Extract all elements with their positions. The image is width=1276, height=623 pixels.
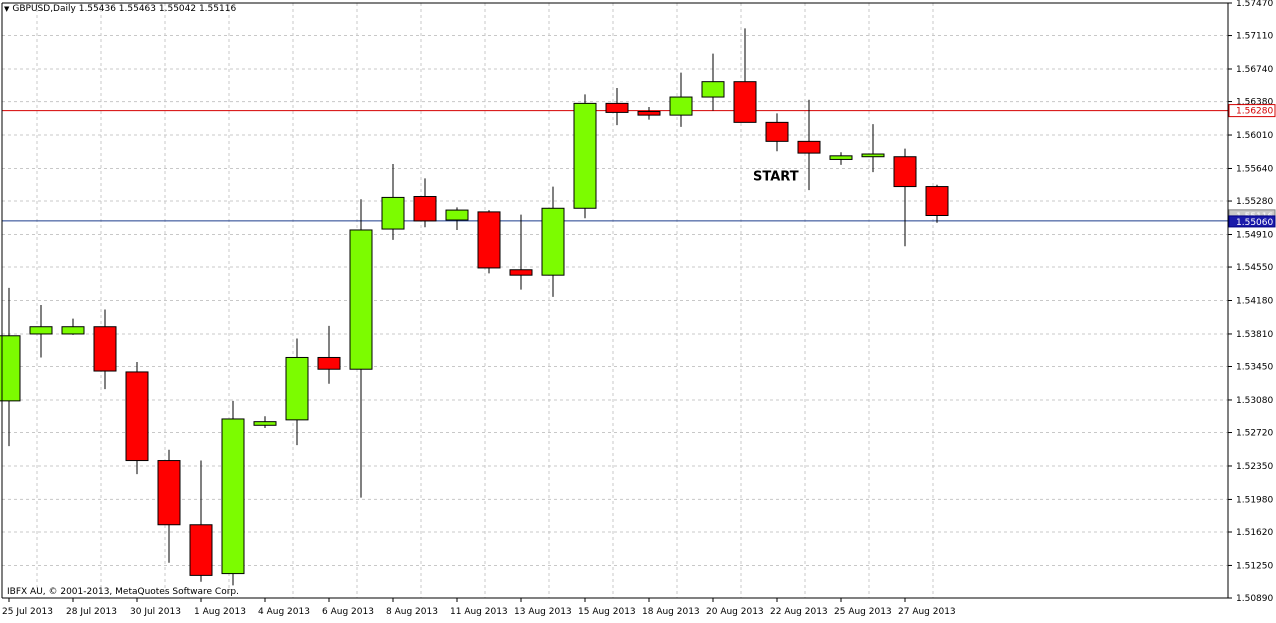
bullish-candle [445,209,469,221]
y-tick-label: 1.53450 [1236,363,1273,373]
bearish-candle [893,156,917,188]
copyright-text: IBFX AU, © 2001-2013, MetaQuotes Softwar… [7,587,239,597]
x-tick-label: 28 Jul 2013 [66,607,117,617]
y-tick-label: 1.54550 [1236,263,1273,273]
bullish-candle [861,153,885,158]
bullish-candle [61,326,85,335]
y-tick-label: 1.52350 [1236,462,1273,472]
symbol-label: GBPUSD,Daily [12,4,76,14]
bullish-candle [29,326,53,335]
bullish-candle [221,418,245,575]
y-tick-label: 1.56010 [1236,131,1273,141]
x-tick-label: 25 Aug 2013 [834,607,892,617]
bullish-candle [669,96,693,116]
y-tick-label: 1.52720 [1236,429,1273,439]
y-tick-label: 1.54180 [1236,297,1273,307]
x-tick-label: 8 Aug 2013 [386,607,438,617]
bearish-candle [317,356,341,370]
bearish-candle [93,326,117,372]
x-tick-label: 27 Aug 2013 [898,607,956,617]
bearish-candle [157,460,181,526]
y-tick-label: 1.53080 [1236,396,1273,406]
y-tick-label: 1.55280 [1236,197,1273,207]
bearish-candle [125,371,149,462]
x-tick-label: 30 Jul 2013 [130,607,181,617]
bullish-candle [381,196,405,230]
x-tick-label: 20 Aug 2013 [706,607,764,617]
y-tick-label: 1.51980 [1236,495,1273,505]
bullish-candle [573,102,597,209]
bearish-candle [765,121,789,142]
red-level-price-tag [1228,104,1276,118]
y-tick-label: 1.56380 [1236,98,1273,108]
x-tick-label: 6 Aug 2013 [322,607,374,617]
bearish-candle [925,186,949,216]
y-tick-label: 1.55640 [1236,164,1273,174]
bearish-candle [477,211,501,269]
red-level-price-label: 1.56280 [1236,107,1273,117]
bearish-candle [605,102,629,113]
bearish-candle [733,81,757,123]
y-tick-label: 1.56740 [1236,65,1273,75]
bearish-candle [189,524,213,576]
x-tick-label: 15 Aug 2013 [578,607,636,617]
bearish-candle [637,111,661,116]
x-tick-label: 1 Aug 2013 [194,607,246,617]
x-tick-label: 13 Aug 2013 [514,607,572,617]
ohlc-readout: 1.55436 1.55463 1.55042 1.55116 [78,4,237,14]
y-tick-label: 1.54910 [1236,230,1273,240]
y-tick-label: 1.57110 [1236,32,1273,42]
x-tick-label: 11 Aug 2013 [450,607,508,617]
chart-header: ▼ GBPUSD,Daily 1.55436 1.55463 1.55042 1.… [4,4,236,14]
bullish-candle [285,356,309,421]
bullish-candle [541,207,565,276]
bullish-candle [253,421,277,426]
y-tick-label: 1.57470 [1236,0,1273,9]
x-tick-label: 18 Aug 2013 [642,607,700,617]
collapse-triangle-icon[interactable]: ▼ [4,5,10,13]
y-tick-label: 1.51250 [1236,561,1273,571]
bullish-candle [829,155,853,160]
annotation-start-label: START [753,170,799,185]
bullish-candle [349,229,373,370]
bearish-candle [797,140,821,154]
blue-level-price-tag [1228,215,1276,228]
bearish-candle [413,196,437,222]
bullish-candle [701,81,725,98]
bearish-candle [509,269,533,276]
y-tick-label: 1.53810 [1236,330,1273,340]
blue-level-price-label: 1.55060 [1236,218,1273,228]
x-tick-label: 4 Aug 2013 [258,607,310,617]
x-tick-label: 22 Aug 2013 [770,607,828,617]
y-tick-label: 1.50890 [1236,594,1273,604]
y-tick-label: 1.51620 [1236,528,1273,538]
x-tick-label: 25 Jul 2013 [2,607,53,617]
bullish-candle [0,335,21,402]
